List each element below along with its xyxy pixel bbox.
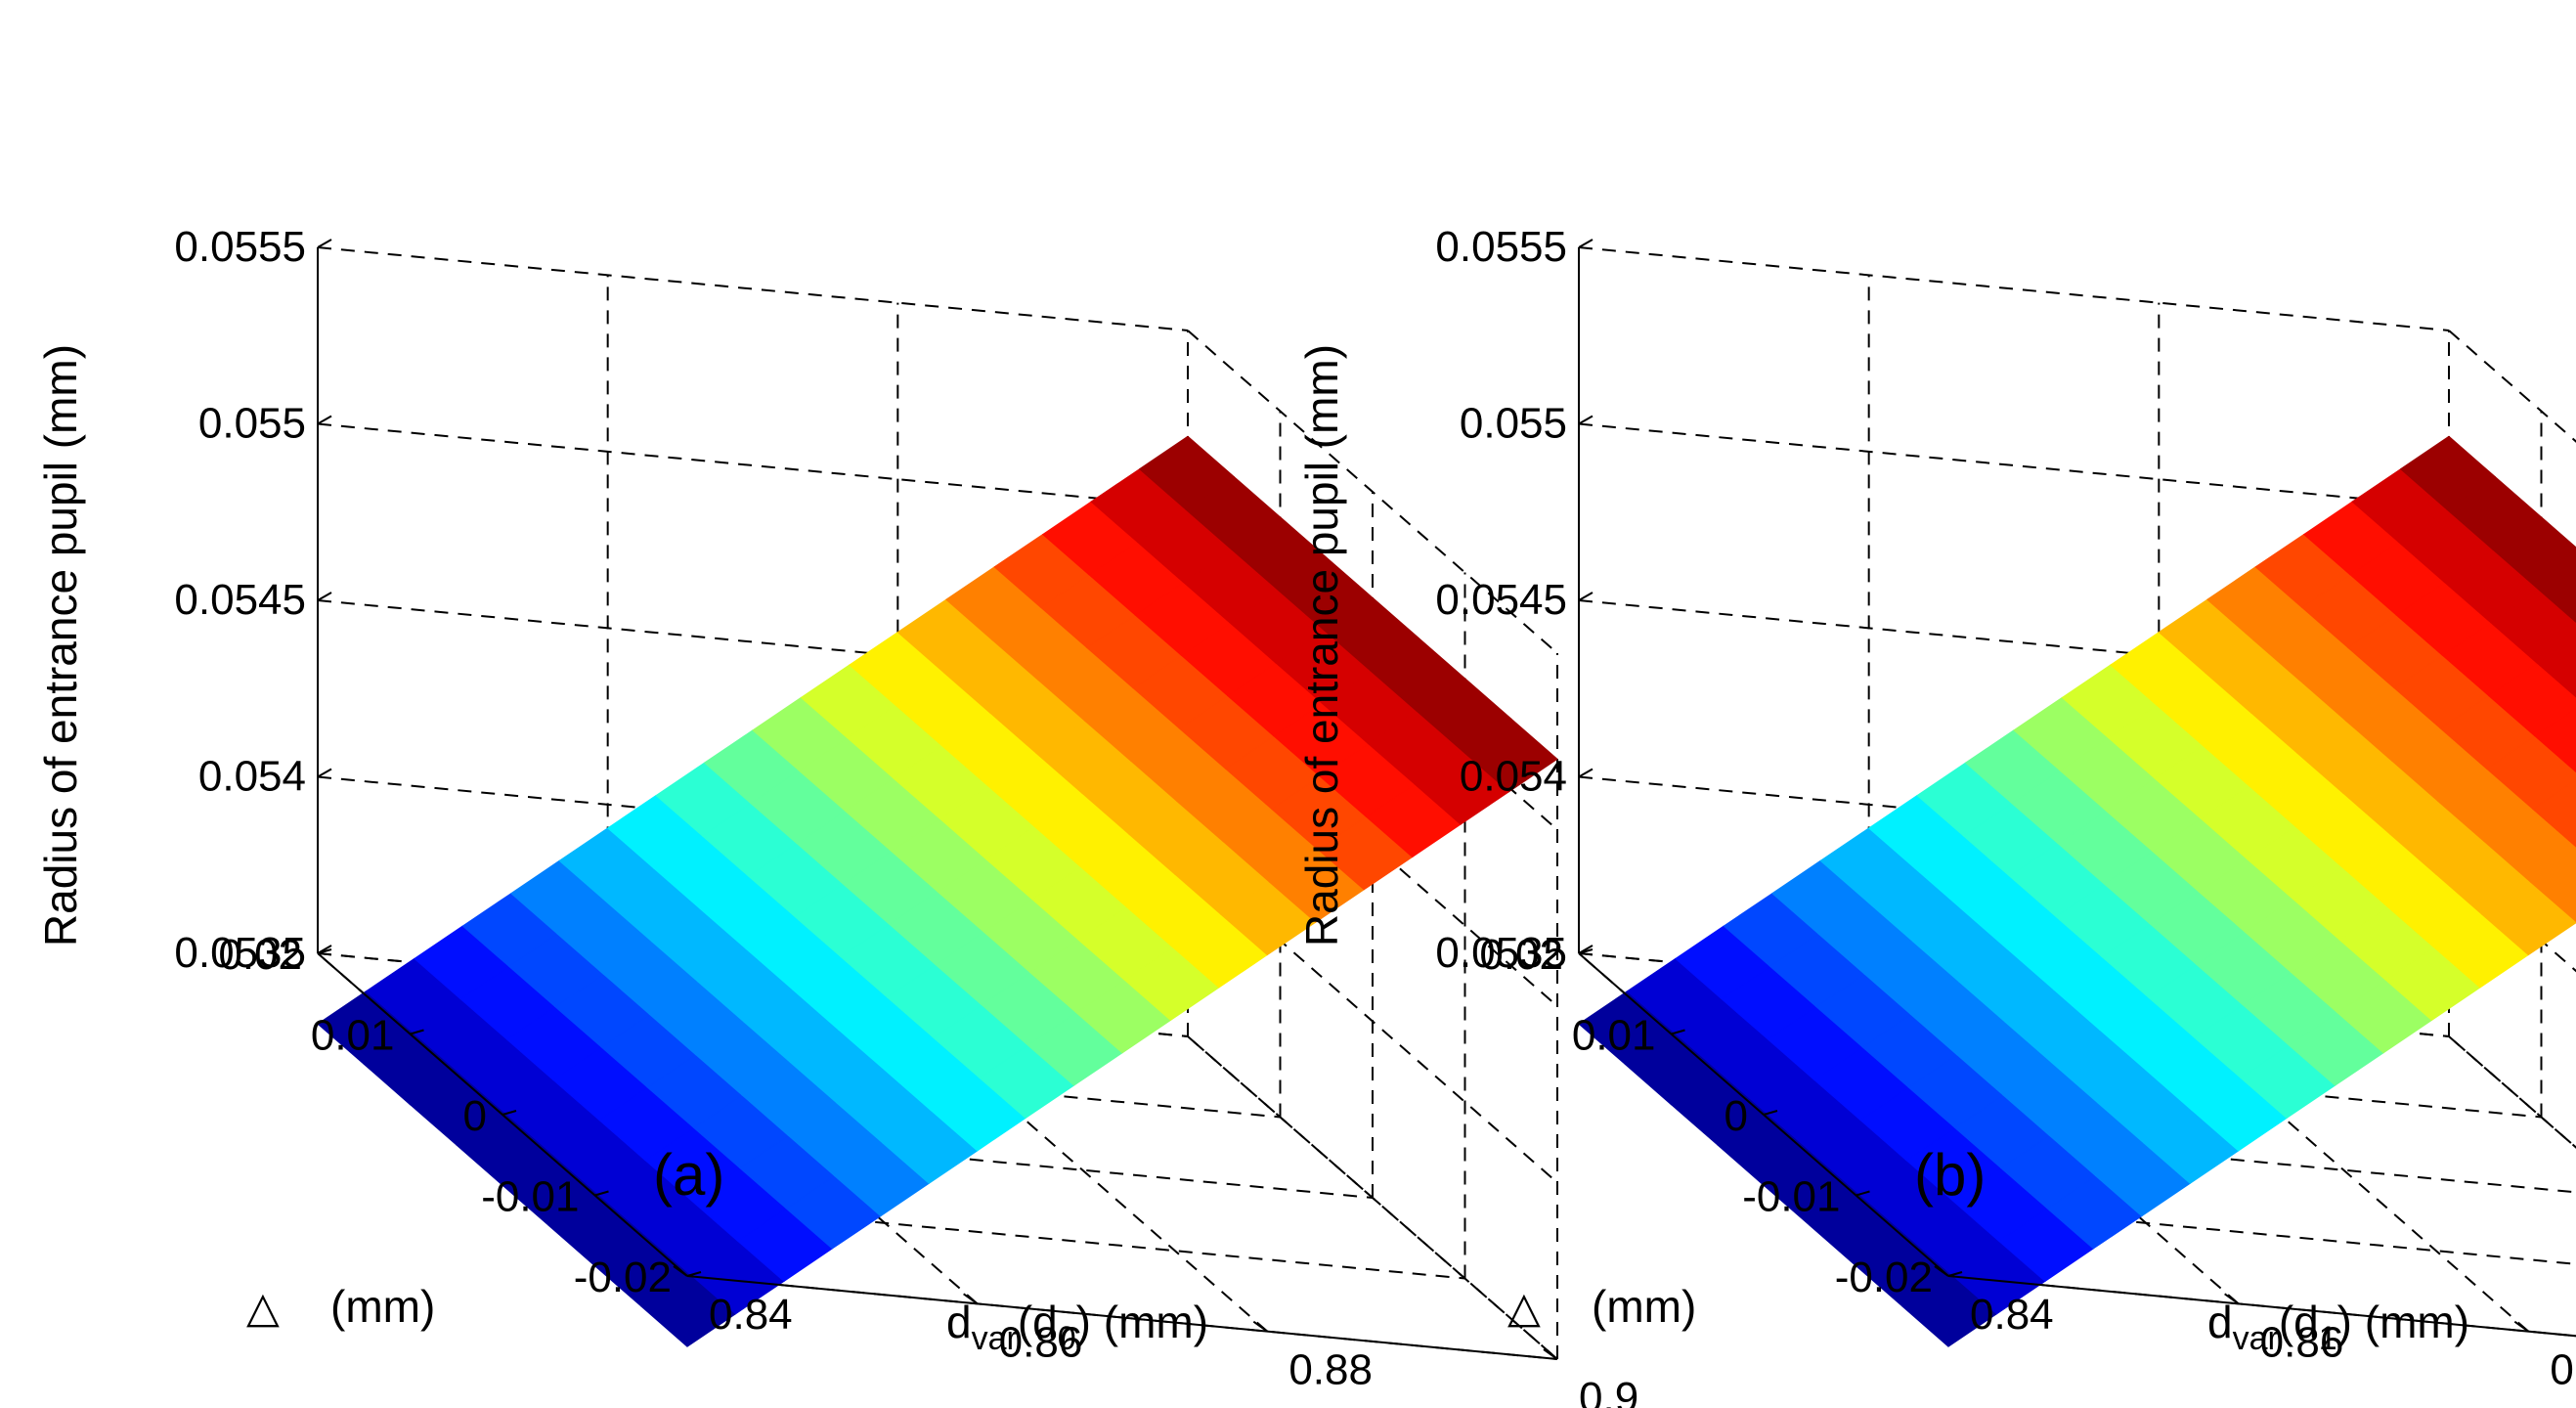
z-tick-label: 0.0545 xyxy=(1435,576,1567,624)
grid-line xyxy=(1578,246,2450,331)
x-label-sub2: 0 xyxy=(1058,1320,1076,1357)
x-label-paren: (d xyxy=(2279,1297,2319,1347)
surface-plot xyxy=(317,435,1558,1347)
y-tick-mark xyxy=(1578,948,1594,954)
y-tick-label: 0 xyxy=(1725,1092,1748,1140)
y-axis-unit: (mm) xyxy=(1592,1281,1696,1332)
panel-b: 0.0535 0.054 0.0545 0.055 0.0555 -0.02 -0.01 0 0… xyxy=(1296,223,2576,1394)
z-tick-label: 0.0535 xyxy=(1435,929,1567,977)
y-tick-mark xyxy=(594,1190,609,1197)
tick-labels: 0.0535 0.054 0.0545 0.055 0.0555 -0.02 -0.01 0 0… xyxy=(1435,223,2576,1394)
surface-patch xyxy=(2538,564,2576,623)
x-tick-label: 0.86 xyxy=(999,1318,1083,1366)
y-tick-label: 0.02 xyxy=(218,931,302,979)
x-tick-label: 0.88 xyxy=(2550,1346,2576,1394)
surface-patch xyxy=(2536,636,2576,698)
x-tick-mark xyxy=(1934,1265,1949,1277)
x-axis-line xyxy=(686,1275,1558,1360)
x-tick-mark xyxy=(1252,1320,1268,1333)
axes xyxy=(317,239,1558,1360)
tick-labels: 0.05350.0540.05450.0550.0555-0.02-0.0100… xyxy=(174,223,1638,1408)
y-tick-label: 0.01 xyxy=(311,1012,395,1060)
z-tick-mark xyxy=(317,768,332,778)
x-axis-label: dvar(d0) (mm) xyxy=(946,1297,1208,1357)
x-label-main: d xyxy=(946,1297,972,1347)
surface-patch xyxy=(2399,435,2497,510)
x-tick-label: 0.86 xyxy=(2260,1318,2344,1366)
y-tick-label: -0.02 xyxy=(1835,1254,1933,1301)
y-tick-mark xyxy=(502,1110,517,1116)
panel-a: 0.05350.0540.05450.0550.0555-0.02-0.0100… xyxy=(35,223,1638,1408)
y-tick-label: -0.01 xyxy=(481,1173,579,1221)
grid-line xyxy=(1187,330,1558,654)
x-tick-mark xyxy=(963,1293,979,1305)
x-label-sub1: var xyxy=(2233,1320,2279,1357)
z-tick-label: 0.0535 xyxy=(174,929,306,977)
x-tick-label: 0.9 xyxy=(1579,1374,1638,1408)
grid-line xyxy=(2448,1035,2576,1149)
x-label-tail: ) (mm) xyxy=(1076,1297,1208,1347)
y-tick-mark xyxy=(1763,1110,1778,1116)
y-tick-mark xyxy=(1671,1029,1685,1035)
y-tick-mark xyxy=(1856,1190,1870,1197)
grid-line xyxy=(2448,330,2576,443)
z-axis-label: Radius of entrance pupil (mm) xyxy=(35,344,86,946)
y-tick-label: 0.02 xyxy=(1479,931,1563,979)
y-tick-label: 0.01 xyxy=(1572,1012,1656,1060)
z-tick-mark xyxy=(317,592,332,601)
y-tick-mark xyxy=(410,1029,424,1035)
panel-label: (a) xyxy=(653,1142,724,1208)
y-axis-symbol: △ xyxy=(246,1284,280,1332)
x-label-sub1: var xyxy=(972,1320,1018,1357)
grid-line xyxy=(317,246,1189,331)
z-tick-label: 0.0555 xyxy=(1435,223,1567,271)
x-label-tail: ) (mm) xyxy=(2337,1297,2469,1347)
x-tick-label: 0.88 xyxy=(1288,1346,1373,1394)
x-label-main: d xyxy=(2207,1297,2233,1347)
z-tick-mark xyxy=(1578,768,1594,778)
z-tick-mark xyxy=(1578,415,1594,425)
surface-patch xyxy=(2529,851,2576,923)
z-tick-mark xyxy=(317,239,332,248)
z-tick-mark xyxy=(1578,239,1594,248)
z-tick-label: 0.0555 xyxy=(174,223,306,271)
y-tick-mark xyxy=(686,1271,702,1277)
surface-patch xyxy=(2531,778,2576,848)
x-tick-mark xyxy=(2513,1320,2529,1333)
x-axis-label: dvar(d1) (mm) xyxy=(2207,1297,2469,1357)
surface-patch xyxy=(1138,435,1236,510)
y-tick-mark xyxy=(1947,1271,1963,1277)
surface-plot xyxy=(1578,435,2576,1347)
x-label-paren: (d xyxy=(1018,1297,1058,1347)
y-tick-mark xyxy=(317,948,332,954)
x-tick-mark xyxy=(673,1265,688,1277)
y-tick-label: -0.01 xyxy=(1742,1173,1840,1221)
z-tick-mark xyxy=(317,415,332,425)
surface-patch xyxy=(2534,707,2576,773)
z-axis-label: Radius of entrance pupil (mm) xyxy=(1296,344,1347,946)
y-axis-unit: (mm) xyxy=(330,1281,435,1332)
x-tick-mark xyxy=(1543,1348,1558,1360)
axes xyxy=(1578,239,2576,1338)
z-tick-label: 0.054 xyxy=(1460,753,1567,801)
z-tick-label: 0.054 xyxy=(198,753,306,801)
x-tick-label: 0.84 xyxy=(1970,1291,2054,1339)
x-label-sub2: 1 xyxy=(2319,1320,2337,1357)
z-tick-mark xyxy=(1578,592,1594,601)
grid-line xyxy=(317,422,1189,508)
panel-label: (b) xyxy=(1914,1142,1986,1208)
y-axis-symbol: △ xyxy=(1507,1284,1541,1332)
y-tick-label: -0.02 xyxy=(574,1254,672,1301)
z-tick-label: 0.055 xyxy=(198,400,306,448)
grid-line xyxy=(1578,422,2450,508)
z-tick-label: 0.055 xyxy=(1460,400,1567,448)
z-tick-label: 0.0545 xyxy=(174,576,306,624)
x-tick-mark xyxy=(2224,1293,2240,1305)
y-tick-label: 0 xyxy=(463,1092,487,1140)
x-axis-line xyxy=(1947,1275,2576,1338)
x-tick-label: 0.84 xyxy=(709,1291,793,1339)
